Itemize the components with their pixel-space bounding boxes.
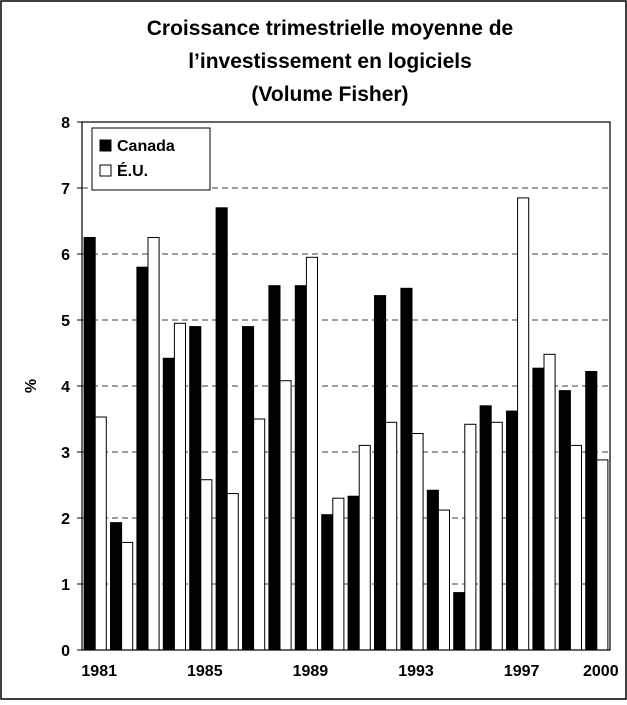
bar [173,322,186,651]
bar [464,423,477,651]
legend-label: É.U. [117,161,148,180]
bar [294,285,307,651]
bar [558,390,571,651]
x-tick-label: 1997 [504,663,540,680]
bar [532,367,545,651]
bar [569,444,582,651]
bar [585,370,598,651]
x-tick-label: 1993 [398,663,434,680]
legend-label: Canada [117,138,175,155]
x-tick-label: 1989 [293,663,329,680]
y-axis-label: % [23,379,40,393]
bar [189,326,202,651]
bar [242,326,255,651]
bar [83,237,96,651]
bar [596,459,609,651]
bar [162,357,175,651]
bar [385,421,398,651]
y-tick-label: 5 [61,313,70,330]
legend-box [91,127,211,191]
bar [506,410,519,651]
bar [400,287,413,651]
plot-border [81,121,611,651]
bar [490,421,503,651]
bar [358,444,371,651]
bar [147,237,160,651]
y-tick-label: 3 [61,445,70,462]
bar [215,207,228,651]
y-tick-label: 2 [61,511,70,528]
x-tick-label: 1985 [187,663,223,680]
y-tick-label: 4 [61,379,70,396]
y-tick-label: 6 [61,247,70,264]
x-tick-label: 2000 [583,663,619,680]
bar [305,256,318,651]
legend-swatch [99,164,112,177]
bar [453,592,466,651]
legend-swatch [99,139,112,152]
bar [226,493,239,651]
bar [543,353,556,651]
y-tick-label: 7 [61,181,70,198]
y-tick-label: 0 [61,643,70,660]
bar [411,433,424,651]
y-tick-label: 1 [61,577,70,594]
bar [136,266,149,651]
y-tick-label: 8 [61,115,70,132]
bar [253,418,266,651]
bar [94,416,107,651]
bar [426,489,439,651]
chart-title: l’investissement en logiciels [188,50,472,73]
bar [268,285,281,651]
bar [110,522,123,651]
bar [121,541,134,651]
bar [347,495,360,651]
bar [374,295,387,651]
bar [517,197,530,651]
x-tick-label: 1981 [81,663,117,680]
chart-title: Croissance trimestrielle moyenne de [147,17,514,40]
bar [437,509,450,651]
chart-title: (Volume Fisher) [251,83,408,106]
bar [321,514,334,651]
bar [279,380,292,651]
bar [332,497,345,651]
bar [200,479,213,651]
bar [479,405,492,651]
